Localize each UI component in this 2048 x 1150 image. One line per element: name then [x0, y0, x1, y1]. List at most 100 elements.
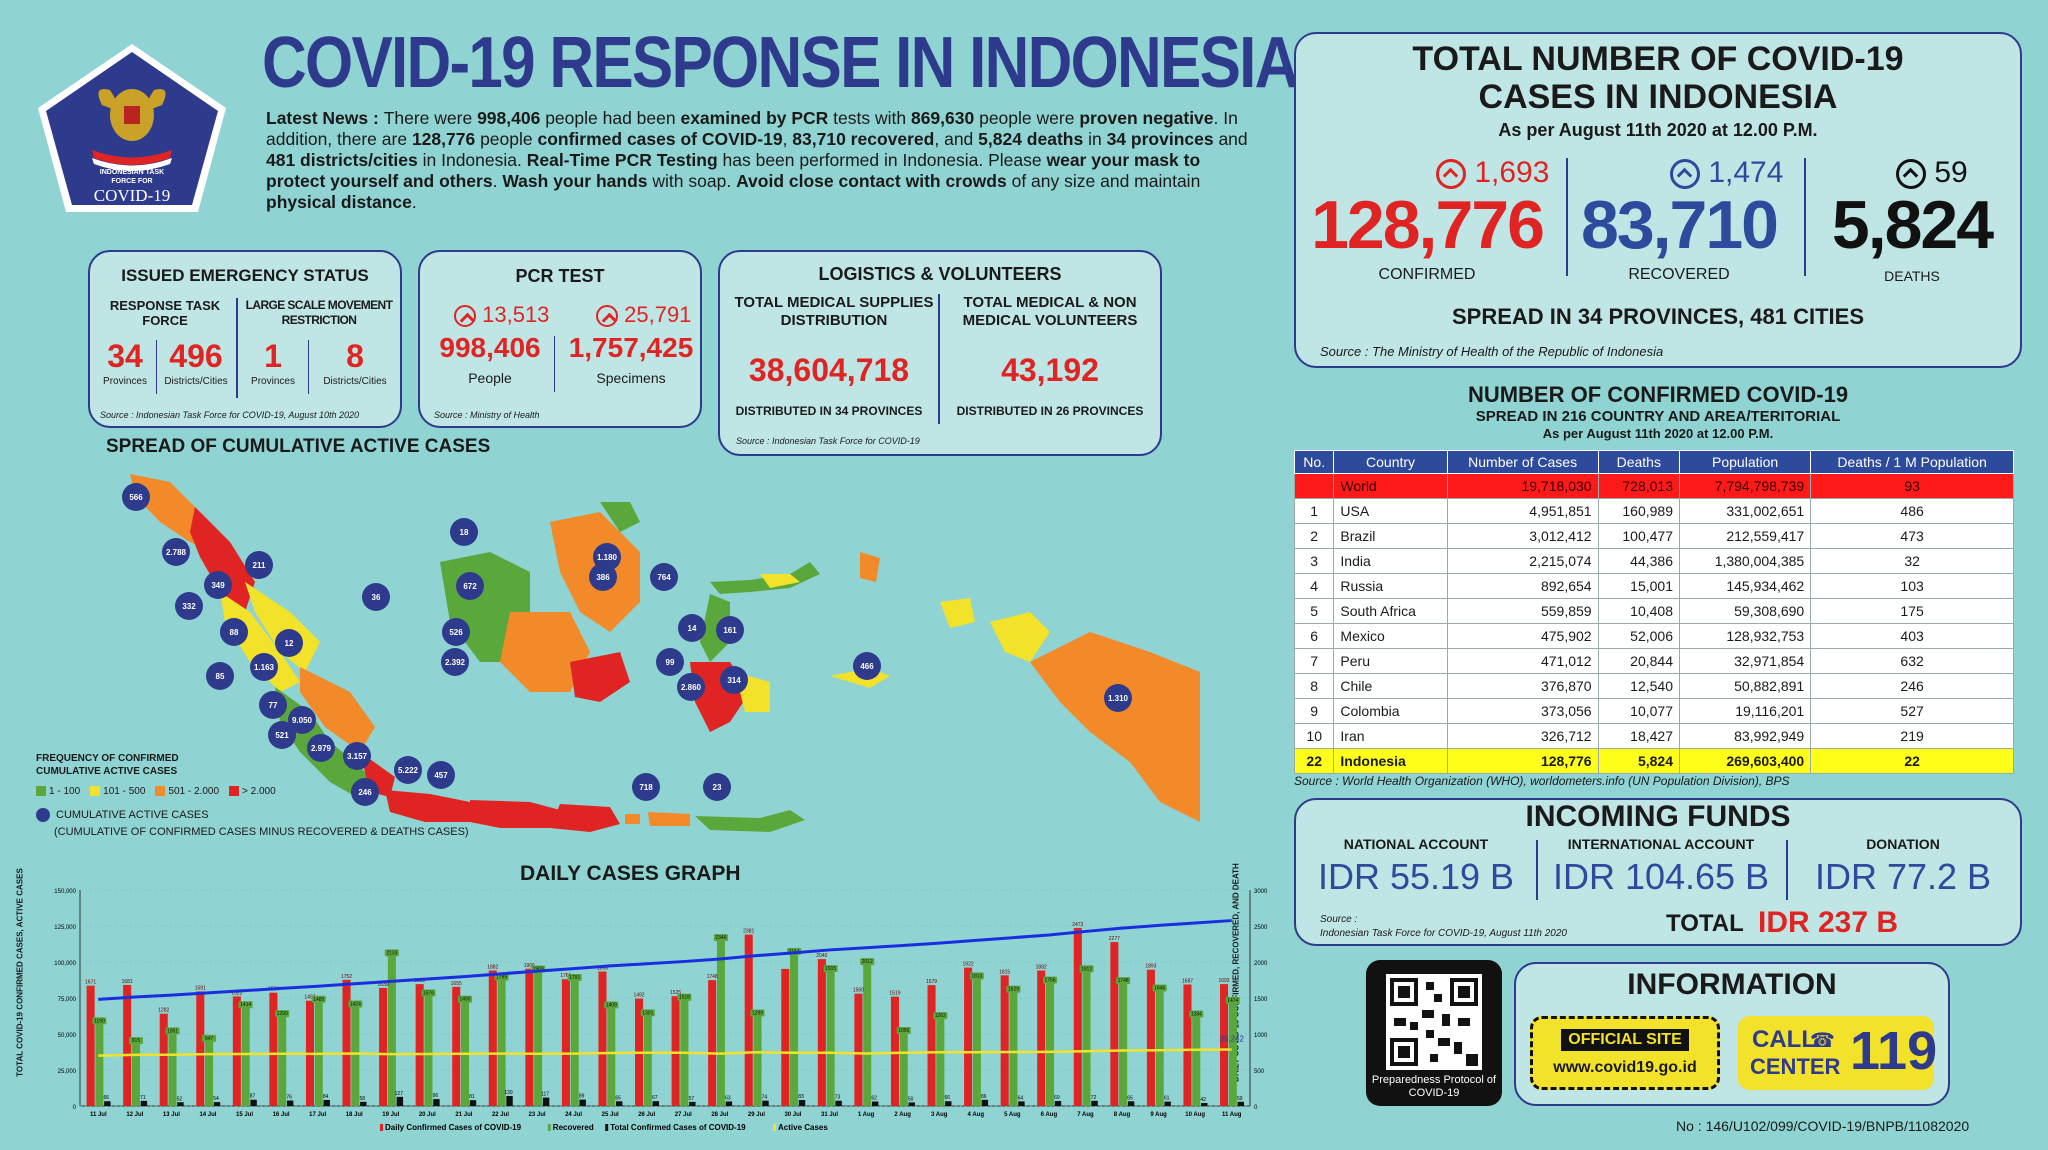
confirmed-bar — [159, 1013, 168, 1106]
confirmed-bar-label: 1882 — [487, 964, 498, 970]
recovered-bar-label: 1813 — [971, 973, 982, 979]
x-tick-label: 20 Jul — [419, 1112, 436, 1118]
deaths-label: DEATHS — [1884, 268, 1940, 284]
table-cell: 19,116,201 — [1678, 698, 1812, 724]
circle-legend-icon — [36, 808, 50, 822]
x-tick-label: 8 Aug — [1114, 1112, 1131, 1118]
recovered-bar — [570, 977, 579, 1106]
legend-swatch — [773, 1124, 776, 1131]
table-cell: 4,951,851 — [1446, 498, 1599, 524]
deaths-bar — [835, 1100, 842, 1106]
recovered-bar-label: 1474 — [1227, 998, 1238, 1004]
confirmed-bar — [1037, 970, 1046, 1106]
map-region-bali — [625, 814, 640, 824]
qr-card[interactable]: Preparedness Protocol of COVID-19 — [1366, 960, 1502, 1106]
confirmed-bar — [744, 934, 753, 1106]
y-left-tick-label: 150,000 — [54, 889, 76, 895]
recovered-bar — [680, 996, 689, 1106]
deaths-bar-label: 81 — [469, 1094, 475, 1100]
recovered-bar-label: 1051 — [167, 1028, 178, 1034]
deaths-bar-label: 63 — [725, 1095, 731, 1101]
x-tick-label: 4 Aug — [968, 1112, 985, 1118]
news-text: , — [782, 129, 793, 149]
confirmed-bar — [488, 970, 497, 1106]
x-tick-label: 2 Aug — [894, 1112, 911, 1118]
confirmed-bar-label: 1282 — [158, 1008, 169, 1014]
x-tick-label: 1 Aug — [858, 1112, 875, 1118]
pcr-spec-change: 25,791 — [596, 302, 691, 328]
x-tick-label: 21 Jul — [455, 1112, 472, 1118]
recovered-bar-label: 1791 — [569, 975, 580, 981]
deaths-bar — [1201, 1102, 1208, 1106]
legend-swatch — [547, 1124, 551, 1131]
active-case-bubble-label: 2.860 — [681, 683, 702, 692]
deaths-bar-label: 64 — [1018, 1095, 1024, 1101]
recovered-bar-label: 1912 — [1081, 966, 1092, 972]
deaths-bar — [213, 1102, 221, 1106]
confirmed-bar-label: 1639 — [378, 982, 389, 988]
active-case-bubble — [593, 543, 621, 571]
logistics-title: LOGISTICS & VOLUNTEERS — [818, 264, 1062, 284]
confirmed-bar — [964, 967, 973, 1106]
active-case-bubble — [632, 773, 660, 801]
world-table-title: NUMBER OF CONFIRMED COVID-19 — [1467, 382, 1849, 407]
active-case-bubble — [394, 756, 422, 784]
deaths-bar-label: 74 — [762, 1095, 768, 1101]
totals-source: Source : The Ministry of Health of the R… — [1320, 344, 1664, 359]
confirmed-bar — [1073, 927, 1082, 1106]
x-tick-label: 9 Aug — [1150, 1112, 1167, 1118]
legend-label: > 2.000 — [242, 786, 276, 797]
deaths-bar — [1018, 1101, 1025, 1106]
recovered-bar-label: 1799 — [496, 974, 507, 980]
call-center-button[interactable]: CALL ☎ CENTER 119 — [1738, 1016, 1937, 1090]
recovered-bar — [936, 1015, 945, 1106]
active-case-bubble-label: 5.222 — [398, 766, 419, 775]
chart-legend-label: Daily Confirmed Cases of COVID-19 — [385, 1123, 522, 1132]
table-cell: 15,001 — [1597, 573, 1681, 599]
table-cell: 20,844 — [1597, 648, 1681, 674]
latest-news: Latest News : There were 998,406 people … — [266, 108, 1250, 213]
map-legend-item: 101 - 500 — [90, 786, 145, 797]
legend-swatch — [380, 1124, 383, 1131]
table-cell: 632 — [1810, 648, 2014, 674]
confirmed-bar-label: 1525 — [670, 990, 681, 996]
deaths-bar-label: 54 — [213, 1096, 219, 1102]
world-table-source: Source : World Health Organization (WHO)… — [1294, 774, 1790, 788]
recovered-bar-label: 1756 — [1044, 978, 1055, 984]
recovered-bar-label: 1629 — [1008, 987, 1019, 993]
table-cell: 22 — [1293, 748, 1335, 774]
table-cell: 10,408 — [1597, 598, 1681, 624]
call-line2: CENTER — [1750, 1054, 1841, 1079]
deaths-bar-label: 84 — [323, 1094, 329, 1100]
confirmed-bar — [927, 985, 936, 1106]
table-cell: 32,971,854 — [1678, 648, 1812, 674]
table-cell: Russia — [1333, 573, 1448, 599]
confirmed-bar — [86, 985, 95, 1106]
legend-swatch — [36, 786, 46, 797]
map-region-java-central — [470, 800, 560, 828]
recovered-bar-label: 1301 — [642, 1010, 653, 1016]
recovered-label-bg — [1116, 977, 1131, 985]
table-cell: 8 — [1293, 673, 1335, 699]
confirmed-bar-label: 1868 — [597, 966, 608, 972]
pcr-people: 998,406 — [439, 332, 541, 363]
table-cell: 12,540 — [1597, 673, 1681, 699]
recovered-bar-label: 1646 — [1154, 985, 1165, 991]
map-region-ntt — [695, 810, 805, 832]
totals-panel: TOTAL NUMBER OF COVID-19 CASES IN INDONE… — [1294, 32, 2022, 368]
funds-national: IDR 55.19 B — [1317, 856, 1515, 897]
recovered-bar — [899, 1029, 908, 1106]
confirmed-bar-label: 1492 — [633, 993, 644, 999]
table-row: 22 Indonesia 128,776 5,824 269,603,400 22 — [1293, 748, 2014, 774]
world-table-subtitle: SPREAD IN 216 COUNTRY AND AREA/TERITORIA… — [1475, 408, 1841, 425]
table-cell: 175 — [1810, 598, 2014, 624]
active-case-bubble-label: 12 — [285, 639, 294, 648]
recovered-label-bg — [384, 949, 399, 957]
table-row: 2 Brazil 3,012,412 100,477 212,559,417 473 — [1293, 523, 2014, 549]
logistics-source: Source : Indonesian Task Force for COVID… — [736, 436, 920, 446]
recovered-label: RECOVERED — [1628, 266, 1730, 283]
official-site-button[interactable]: OFFICIAL SITE www.covid19.go.id — [1530, 1016, 1720, 1090]
legend-swatch — [605, 1124, 609, 1131]
deaths-bar — [689, 1101, 696, 1106]
active-case-bubble — [853, 652, 881, 680]
